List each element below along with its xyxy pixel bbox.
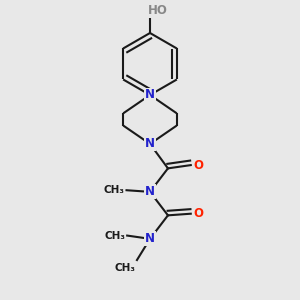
Text: CH₃: CH₃ bbox=[114, 262, 135, 273]
Text: N: N bbox=[145, 232, 155, 245]
Text: O: O bbox=[193, 159, 203, 172]
Text: O: O bbox=[193, 207, 203, 220]
Text: N: N bbox=[145, 185, 155, 198]
Text: CH₃: CH₃ bbox=[104, 231, 125, 241]
Text: HO: HO bbox=[148, 4, 168, 17]
Text: CH₃: CH₃ bbox=[104, 185, 125, 195]
Text: N: N bbox=[145, 137, 155, 150]
Text: N: N bbox=[145, 88, 155, 101]
